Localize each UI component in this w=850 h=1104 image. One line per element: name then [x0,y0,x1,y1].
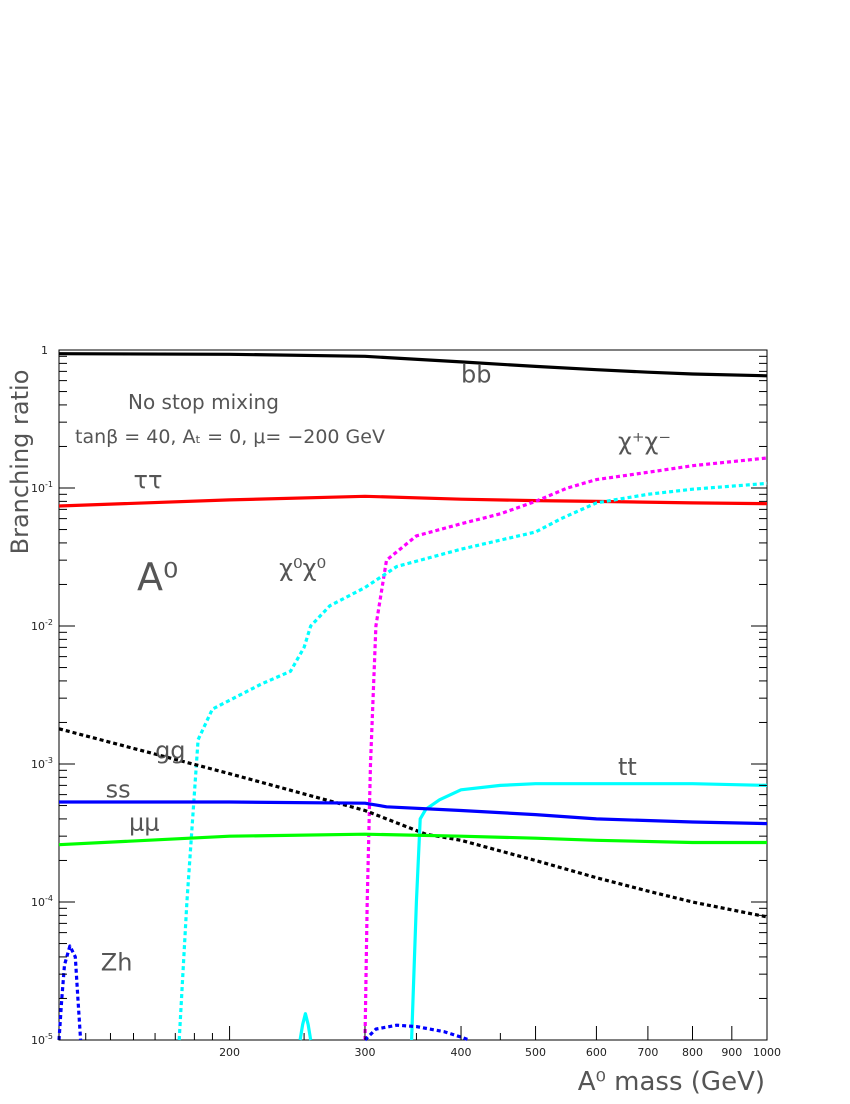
series-group [57,352,768,1042]
series-line-6 [59,800,768,826]
series-line-1 [58,494,768,508]
series-line-0 [58,352,768,378]
series-label-3: χ⁰χ⁰ [279,554,326,582]
series-label-6: ss [106,776,131,804]
series-label-1: ττ [134,466,163,494]
y-tick-label: 10-1 [31,480,53,495]
labels-group: 200 300 400 500 600 700 800 900 1000 1 10-1 10-2 10-… [31,344,781,1059]
series-line-4 [58,727,768,919]
x-tick-label: 300 [354,1046,375,1059]
ticks-group [58,349,768,1041]
x-tick-label: 900 [721,1046,742,1059]
y-tick-label: 1 [41,344,48,357]
series-label-5: tt [618,753,637,781]
series-line-unlabeled-10 [298,1012,313,1041]
y-axis-title: Branching ratio [6,370,34,555]
series-label-4: gg [155,736,185,764]
x-axis-title: A⁰ mass (GeV) [578,1067,765,1097]
annotation-parameters: tanβ = 40, Aₜ = 0, μ= −200 GeV [75,426,385,448]
y-tick-label: 10-3 [31,756,53,771]
x-tick-label: 200 [219,1046,240,1059]
series-line-unlabeled-9 [363,1023,470,1042]
x-tick-label: 600 [586,1046,607,1059]
series-line-3 [177,481,768,1041]
series-label-2: χ⁺χ⁻ [618,428,671,456]
series-line-2 [363,456,768,1041]
series-line-8 [57,944,83,1041]
series-label-8: Zh [101,948,133,976]
y-tick-label: 10-4 [31,894,53,909]
annotation-no-stop-mixing: No stop mixing [128,390,279,414]
series-line-7 [58,832,767,847]
series-line-5 [410,782,768,1041]
series-label-0: bb [461,361,491,389]
x-tick-label: 700 [637,1046,658,1059]
y-tick-label: 10-5 [31,1032,53,1047]
series-label-7: μμ [129,808,160,836]
x-tick-label: 1000 [753,1046,781,1059]
x-tick-label: 500 [525,1046,546,1059]
y-tick-label: 10-2 [31,618,53,633]
x-tick-label: 400 [451,1046,472,1059]
x-tick-label: 800 [682,1046,703,1059]
annotation-particle: A⁰ [137,555,178,599]
